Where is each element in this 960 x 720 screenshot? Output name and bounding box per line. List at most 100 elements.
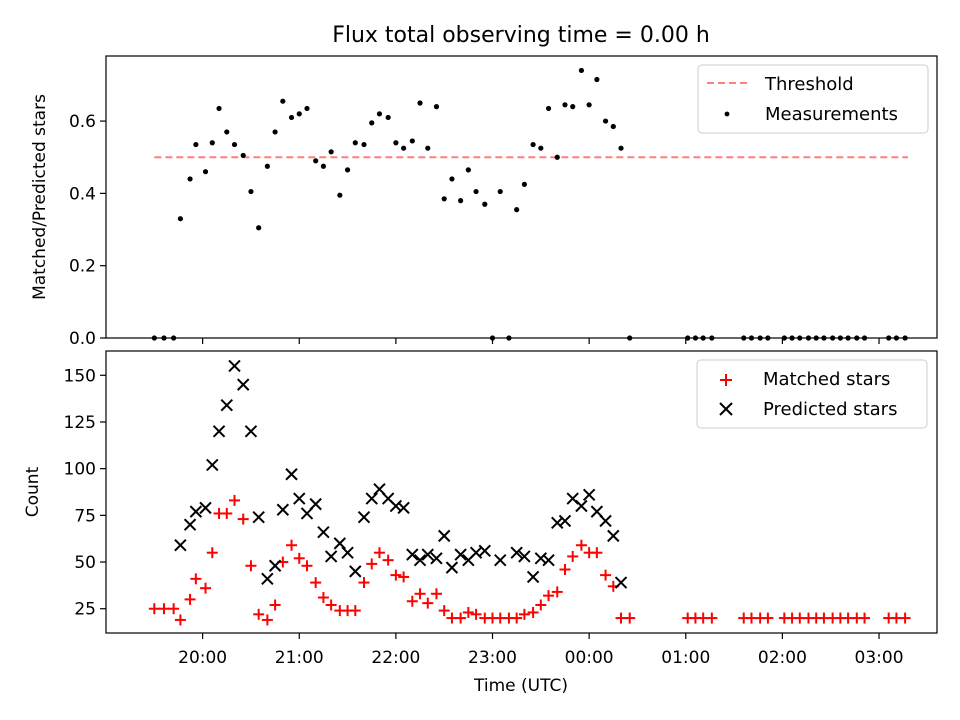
measurement-point <box>578 67 585 74</box>
top-legend-box <box>697 64 929 134</box>
predicted-point <box>478 544 491 558</box>
measurement-point <box>369 120 375 126</box>
matched-legend-label: Matched stars <box>763 369 890 390</box>
matched-point <box>317 592 329 604</box>
measurement-point <box>296 111 302 117</box>
measurement-point <box>530 141 536 148</box>
predicted-point <box>551 516 564 530</box>
matched-point <box>414 588 426 600</box>
matched-point <box>229 494 241 506</box>
matched-point <box>535 599 547 611</box>
bottom-y-tick-label: 150 <box>64 366 96 386</box>
measurement-point <box>497 188 503 195</box>
x-tick-label: 22:00 <box>371 648 420 668</box>
predicted-point <box>614 576 628 589</box>
measurement-point <box>202 169 209 175</box>
predicted-point <box>607 529 620 543</box>
matched-point <box>624 612 636 624</box>
measurement-point <box>813 335 819 341</box>
measurement-point <box>618 145 624 151</box>
chart-title: Flux total observing time = 0.00 h <box>332 23 710 48</box>
matched-point <box>551 586 563 598</box>
measurement-point <box>554 154 560 160</box>
predicted-point <box>199 501 212 515</box>
measurement-point <box>401 145 407 151</box>
predicted-point <box>276 503 290 516</box>
measurement-point <box>352 140 358 146</box>
measurement-point <box>304 105 310 112</box>
predicted-point <box>268 559 282 572</box>
measurement-point <box>741 335 747 341</box>
x-tick-label: 00:00 <box>565 648 614 668</box>
measurement-point <box>482 201 488 207</box>
matched-point <box>455 612 467 624</box>
predicted-point <box>526 570 540 584</box>
measurement-point <box>458 198 464 204</box>
matched-point <box>200 582 212 594</box>
measurement-point <box>280 98 286 104</box>
matched-point <box>349 605 361 617</box>
matched-point <box>575 539 587 551</box>
predicted-point <box>324 550 338 563</box>
bottom-y-tick-label: 75 <box>74 506 96 526</box>
predicted-point <box>397 501 410 515</box>
predicted-point <box>220 398 233 412</box>
measurement-point <box>425 145 431 151</box>
x-tick-label: 03:00 <box>855 648 904 668</box>
predicted-point <box>389 499 403 513</box>
measurement-point <box>441 196 447 202</box>
measurement-point <box>240 152 246 159</box>
matched-point <box>301 560 313 572</box>
measurement-point <box>610 123 616 130</box>
measurement-point <box>861 335 868 341</box>
x-tick-label: 21:00 <box>275 648 324 668</box>
predicted-point <box>189 505 203 518</box>
measurement-point <box>748 335 755 341</box>
matched-point <box>899 612 911 624</box>
matched-point <box>261 614 273 626</box>
bottom-y-tick-label: 50 <box>74 553 96 573</box>
matched-point <box>310 577 322 589</box>
measurement-point <box>337 192 343 198</box>
measurement-point <box>264 163 270 169</box>
predicted-legend-label: Predicted stars <box>763 399 897 420</box>
predicted-point <box>558 514 572 528</box>
matched-point <box>462 606 474 618</box>
predicted-point <box>317 525 330 539</box>
matched-point <box>190 573 202 585</box>
measurement-point <box>224 129 230 135</box>
top-y-axis-label: Matched/Predicted stars <box>30 94 50 300</box>
matched-point <box>382 554 394 566</box>
measurement-point <box>288 114 295 121</box>
top-y-tick-label: 0.2 <box>69 257 96 277</box>
measurement-point <box>465 167 471 173</box>
measurement-point <box>193 141 199 148</box>
measurement-point <box>837 335 843 341</box>
bottom-panel: Count Time (UTC) 25 50 75 100 125 150 20:00 21… <box>23 350 938 696</box>
measurement-point <box>886 335 892 341</box>
measurement-point <box>256 225 262 231</box>
top-y-tick-label: 0.6 <box>69 112 96 132</box>
measurement-point <box>417 100 423 106</box>
measurement-point <box>854 335 860 341</box>
predicted-point <box>357 511 371 524</box>
measurement-point <box>781 335 787 341</box>
measurement-point <box>757 335 763 341</box>
measurement-point <box>845 335 851 341</box>
predicted-point <box>445 561 459 574</box>
measurement-point <box>313 158 319 164</box>
measurement-point <box>177 216 184 222</box>
measurement-point <box>161 335 167 341</box>
measurement-point <box>187 176 193 182</box>
measurements-legend-swatch <box>724 111 730 117</box>
predicted-point <box>406 548 419 561</box>
matched-point <box>358 577 370 589</box>
predicted-point <box>341 546 354 559</box>
top-panel: Matched/Predicted stars 0.0 0.2 0.4 0.6 Thr… <box>30 55 938 349</box>
predicted-point <box>437 529 451 543</box>
measurement-point <box>409 138 415 144</box>
matched-point <box>511 612 523 624</box>
matched-point <box>237 513 249 525</box>
predicted-point <box>518 550 531 563</box>
